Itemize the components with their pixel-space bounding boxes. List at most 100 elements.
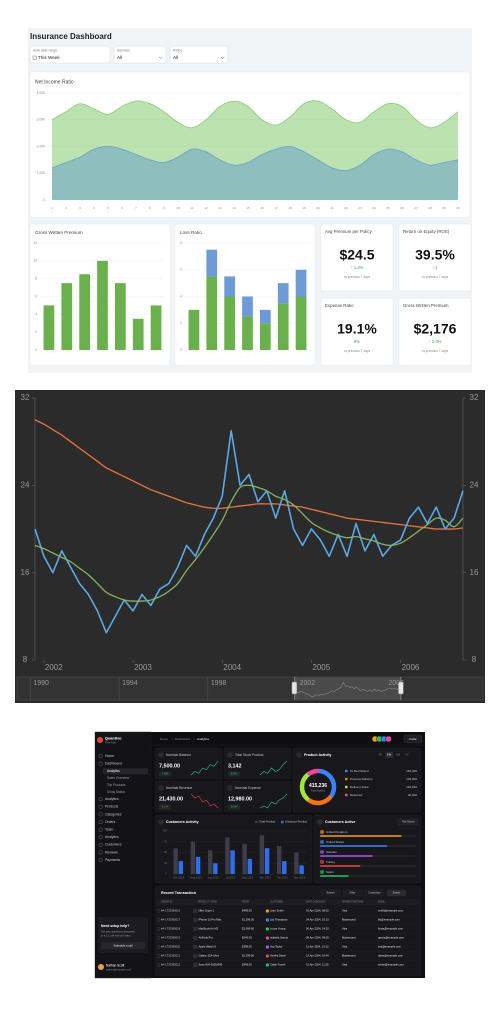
chart-background bbox=[15, 390, 485, 703]
nav-item[interactable]: Reviews bbox=[105, 850, 118, 854]
nav-subitem[interactable]: Stock Status bbox=[107, 790, 125, 794]
legend-swatch bbox=[345, 769, 348, 773]
bar bbox=[195, 856, 201, 874]
y-tick-label: 4 bbox=[35, 312, 37, 316]
filter-box[interactable] bbox=[169, 45, 229, 64]
x-tick-label: 25 bbox=[386, 206, 390, 210]
bar bbox=[97, 260, 108, 350]
table-cell: Liam Smith bbox=[270, 909, 284, 913]
column-header: EMAIL bbox=[378, 901, 386, 904]
nav-subitem[interactable]: Analytics bbox=[107, 769, 120, 773]
table-control[interactable] bbox=[320, 889, 341, 897]
customer-avatar bbox=[265, 909, 269, 913]
table-control[interactable] bbox=[364, 889, 385, 897]
kpi-value: $24.5 bbox=[339, 247, 374, 263]
calendar-icon bbox=[32, 55, 37, 60]
nav-item[interactable]: Team bbox=[105, 827, 113, 831]
legend-label: To Be Packed bbox=[350, 769, 369, 773]
nav-item[interactable]: Payments bbox=[105, 858, 120, 862]
x-tick-label: 5 bbox=[107, 206, 109, 210]
nav-item[interactable]: Categories bbox=[105, 812, 122, 816]
row-checkbox[interactable] bbox=[157, 936, 161, 940]
table-cell: iPhone 15 Pro Max bbox=[199, 918, 223, 922]
table-control-label: Search bbox=[326, 891, 335, 895]
row-checkbox[interactable] bbox=[157, 954, 161, 958]
row-checkbox[interactable] bbox=[157, 963, 161, 967]
bar bbox=[230, 850, 235, 874]
filter-box[interactable] bbox=[29, 45, 111, 64]
product-thumb bbox=[193, 944, 198, 950]
table-cell: Visa bbox=[342, 945, 348, 949]
y-tick-label-right: 16 bbox=[470, 568, 479, 577]
nav-subitem[interactable]: Top Products bbox=[107, 783, 126, 787]
y-tick-label: 0 bbox=[43, 198, 45, 202]
row-checkbox[interactable] bbox=[157, 918, 161, 922]
card-title: Nominal Balance bbox=[166, 753, 191, 757]
x-tick-label: 2006 bbox=[402, 663, 420, 672]
row-checkbox[interactable] bbox=[157, 909, 161, 913]
tab[interactable]: 1W bbox=[387, 753, 392, 757]
bar-segment bbox=[206, 249, 218, 277]
kpi-value: 39.5% bbox=[415, 247, 455, 263]
x-tick-label: 8 bbox=[149, 206, 151, 210]
tab[interactable]: 1Y bbox=[405, 753, 409, 757]
table-cell: smith@example.com bbox=[378, 909, 404, 913]
donut-segment bbox=[307, 768, 320, 776]
donut-segment bbox=[305, 795, 332, 806]
invite-button[interactable] bbox=[403, 734, 423, 744]
flag bbox=[320, 850, 324, 854]
bar bbox=[207, 850, 213, 874]
filter-box[interactable] bbox=[397, 818, 419, 826]
card-value: 3,142 bbox=[228, 763, 242, 769]
kpi-change: ↑ 1.2% bbox=[351, 265, 364, 270]
navigator-handle[interactable] bbox=[291, 681, 298, 695]
bar bbox=[43, 305, 55, 350]
x-tick-label: Sep 2023 bbox=[259, 876, 271, 880]
card-title: Customers Active bbox=[325, 820, 355, 824]
row-checkbox[interactable] bbox=[157, 945, 161, 949]
table-cell: ava@example.com bbox=[378, 945, 402, 949]
line-series bbox=[34, 484, 464, 602]
table-control[interactable] bbox=[386, 889, 407, 897]
nav-item[interactable]: Dashboard bbox=[105, 761, 122, 765]
legend-label: Delivery Done bbox=[350, 785, 369, 789]
kpi-title: Return on Equity (ROE) bbox=[403, 229, 450, 234]
area-line bbox=[51, 145, 459, 172]
nav-item[interactable]: Products bbox=[105, 805, 119, 809]
flag bbox=[320, 870, 324, 874]
table-cell: Lucas Young bbox=[270, 927, 286, 931]
kpi-title: Expense Ratio bbox=[325, 303, 354, 308]
promo-button[interactable] bbox=[101, 942, 145, 949]
navigator-series bbox=[294, 681, 402, 698]
x-tick-label: 12 bbox=[204, 206, 208, 210]
filter-box[interactable] bbox=[113, 45, 167, 64]
x-tick-label: 1 bbox=[51, 206, 53, 210]
card-icon bbox=[227, 752, 233, 758]
y-tick-label: 16 bbox=[21, 568, 30, 577]
table-cell: Sony WH-1000XM5 bbox=[199, 963, 223, 967]
table-cell: #A-1733365022 bbox=[161, 963, 181, 967]
card-icon bbox=[227, 785, 233, 791]
nav-item[interactable]: Customers bbox=[105, 843, 122, 847]
nav-item[interactable]: Orders bbox=[105, 820, 116, 824]
nav-item[interactable]: Analytics bbox=[105, 835, 119, 839]
sparkline bbox=[190, 793, 219, 809]
y-tick-label: 2,000 bbox=[37, 144, 46, 148]
row-checkbox[interactable] bbox=[157, 927, 161, 931]
promo-text: Get your questions answered bbox=[101, 930, 135, 934]
table-cell: Mastercard bbox=[342, 936, 356, 940]
card-title: Nominal Revenue bbox=[166, 786, 192, 790]
nav-subitem[interactable]: Sales Overview bbox=[107, 776, 130, 780]
navigator-handle[interactable] bbox=[398, 681, 404, 695]
tab[interactable]: 1M bbox=[396, 753, 401, 757]
table-control[interactable] bbox=[342, 889, 363, 897]
y-tick-label: 0 bbox=[35, 348, 37, 352]
x-tick-label: 16 bbox=[260, 206, 264, 210]
table-cell: AirPods Pro bbox=[199, 936, 214, 940]
nav-icon bbox=[98, 820, 103, 824]
nav-item[interactable]: Analytics bbox=[105, 797, 119, 801]
nav-item[interactable]: Home bbox=[105, 754, 114, 758]
legend-swatch bbox=[255, 820, 258, 824]
tab[interactable]: 1D bbox=[378, 753, 382, 757]
sparkline bbox=[259, 760, 288, 776]
